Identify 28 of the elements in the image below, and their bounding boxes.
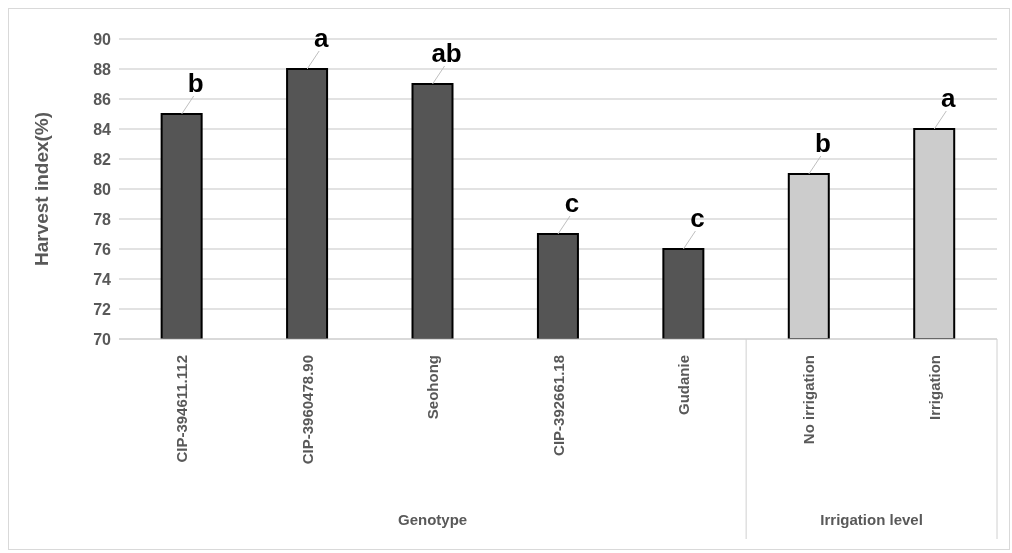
y-tick-label: 72 [93, 300, 112, 318]
annotation: a [941, 83, 957, 113]
y-tick-label: 76 [93, 240, 112, 258]
annotation: b [187, 68, 204, 98]
y-tick-label: 82 [93, 150, 112, 168]
y-tick-label: 88 [93, 60, 112, 78]
x-tick-label: CIP-394611.112 [173, 355, 191, 463]
y-tick-label: 78 [93, 210, 112, 228]
annotation: a [313, 23, 329, 53]
x-tick-label: No irrigation [800, 355, 818, 445]
y-tick-label: 86 [93, 90, 112, 108]
x-tick-label: Irrigation [925, 355, 943, 421]
annotation: ab [431, 38, 462, 68]
y-tick-label: 84 [93, 120, 112, 138]
y-tick-label: 80 [93, 180, 112, 198]
x-tick-label: CIP-392661.18 [549, 355, 567, 456]
text: Irrigation level [820, 511, 923, 528]
annotation: c [690, 203, 705, 233]
text: Genotype [397, 511, 468, 528]
x-tick-label: Gudanie [674, 355, 692, 416]
y-axis-title: Harvest index(%) [30, 111, 52, 267]
x-tick-label: Seohong [424, 355, 442, 420]
y-tick-label: 90 [93, 30, 112, 48]
annotation: b [814, 128, 831, 158]
x-tick-label: CIP-3960478.90 [298, 355, 316, 465]
y-tick-label: 74 [93, 270, 112, 288]
y-tick-label: 70 [93, 330, 112, 348]
annotation: c [564, 188, 580, 218]
